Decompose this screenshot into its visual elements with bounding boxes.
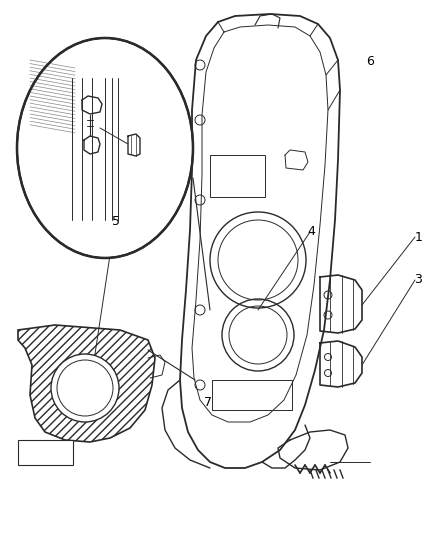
Text: 1: 1 — [414, 231, 422, 244]
Bar — [210, 155, 265, 197]
Polygon shape — [18, 325, 155, 442]
Text: 4: 4 — [307, 225, 315, 238]
Ellipse shape — [17, 38, 193, 258]
Circle shape — [51, 354, 119, 422]
Bar — [18, 440, 73, 465]
Text: 6: 6 — [366, 55, 374, 68]
Text: 7: 7 — [204, 396, 212, 409]
Text: 5: 5 — [112, 215, 120, 228]
Bar — [212, 380, 292, 410]
Text: 3: 3 — [414, 273, 422, 286]
